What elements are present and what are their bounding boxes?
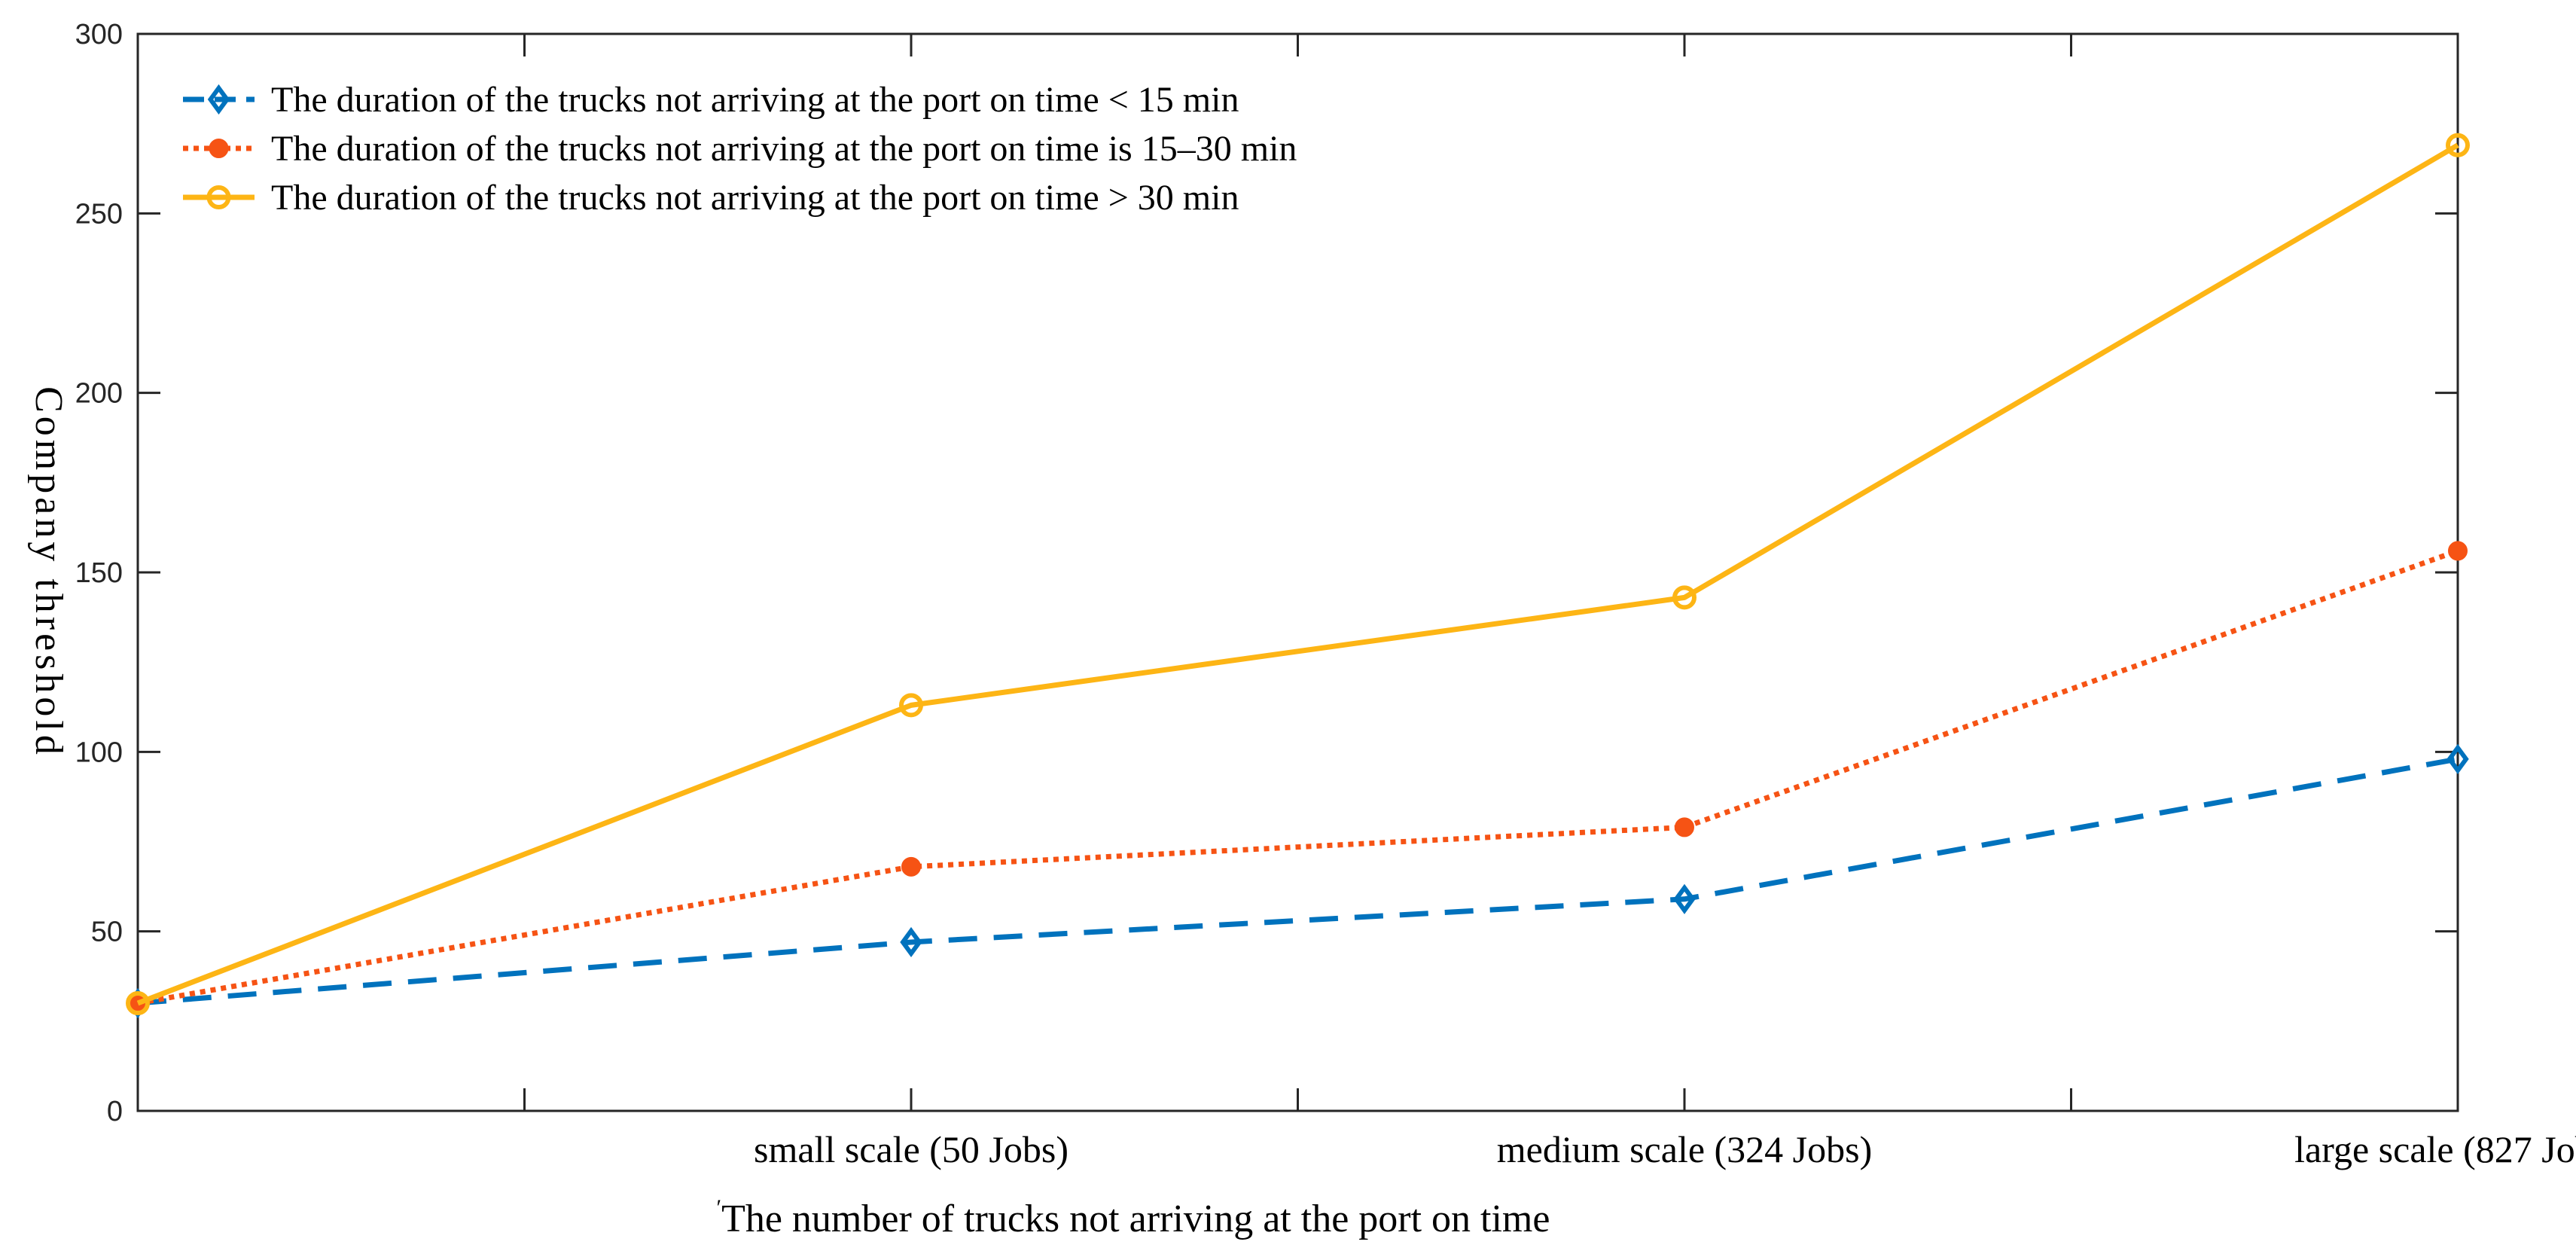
axis-labels: ′The number of trucks not arriving at th… xyxy=(27,386,1550,1240)
y-axis-title: Company threshold xyxy=(27,386,70,758)
y-tick-label: 50 xyxy=(91,917,123,948)
series-2-point xyxy=(1675,817,1694,837)
series-2-point xyxy=(2448,541,2468,561)
x-axis-title-prefix: ′ xyxy=(717,1195,722,1220)
x-axis-title-text: The number of trucks not arriving at the… xyxy=(721,1197,1550,1240)
series-lines xyxy=(126,133,2470,1019)
axis-ticks: 0 50 100 150 200 250 300 small scale (50 Jobs) m… xyxy=(75,19,2576,1170)
series-3-line xyxy=(136,142,2459,1006)
series-2-line xyxy=(137,548,2459,1006)
series-2-point xyxy=(901,856,921,877)
series-3-point xyxy=(2446,133,2470,157)
series-3-point xyxy=(1672,585,1697,610)
legend-swatch-marker xyxy=(206,185,231,209)
y-tick-label: 200 xyxy=(75,378,123,410)
series-1-point xyxy=(2446,743,2469,774)
y-tick-label: 100 xyxy=(75,737,123,768)
x-tick-label: large scale (827 Jobs) xyxy=(2294,1128,2576,1170)
series-3-point xyxy=(899,693,923,718)
series-1 xyxy=(127,743,2469,1019)
legend-label: The duration of the trucks not arriving … xyxy=(271,129,1297,169)
series-2 xyxy=(128,541,2468,1013)
series-1-point xyxy=(1673,883,1696,914)
series-1-point xyxy=(900,926,922,958)
x-axis-title: ′The number of trucks not arriving at th… xyxy=(717,1195,1550,1240)
y-tick-label: 0 xyxy=(107,1096,123,1127)
y-tick-label: 150 xyxy=(75,557,123,589)
legend-label: The duration of the trucks not arriving … xyxy=(271,178,1239,218)
series-3 xyxy=(126,133,2470,1015)
x-tick-label: small scale (50 Jobs) xyxy=(754,1128,1069,1170)
y-tick-label: 250 xyxy=(75,198,123,230)
legend-swatch-marker xyxy=(207,84,230,115)
series-3-point xyxy=(126,991,150,1015)
legend-swatch-marker xyxy=(209,139,229,158)
x-tick-label: medium scale (324 Jobs) xyxy=(1497,1128,1873,1170)
legend-label: The duration of the trucks not arriving … xyxy=(271,80,1239,120)
y-tick-label: 300 xyxy=(75,19,123,50)
series-1-line xyxy=(137,756,2459,1006)
legend: The duration of the trucks not arriving … xyxy=(183,80,1297,218)
